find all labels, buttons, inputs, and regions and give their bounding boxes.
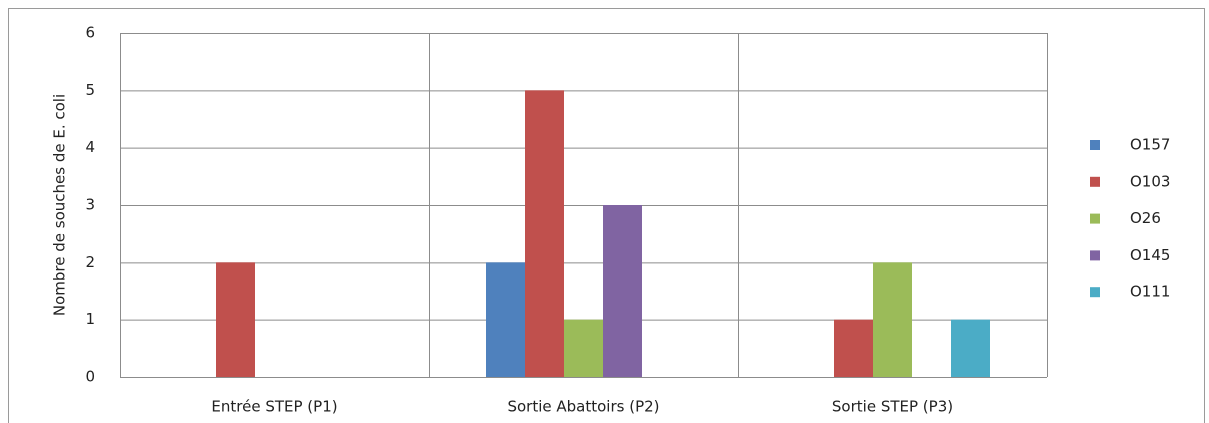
y-tick-label: 1 [85,310,95,328]
y-axis-label: Nombre de souches de E. coli [51,94,69,316]
bar [525,90,564,377]
y-tick-label: 0 [85,368,95,386]
y-tick-label: 2 [85,253,95,271]
legend-label: O157 [1130,136,1170,154]
y-tick-label: 5 [85,81,95,99]
legend-label: O145 [1130,246,1170,264]
legend-swatch [1090,250,1100,261]
legend-swatch [1090,176,1100,187]
bar [834,319,873,377]
bar [216,262,255,377]
legend-label: O111 [1130,283,1170,301]
bar [873,262,912,377]
chart-frame [8,8,1205,423]
legend-swatch [1090,213,1100,224]
legend-label: O26 [1130,209,1161,227]
x-tick-label: Sortie STEP (P3) [832,398,953,416]
bar [603,205,642,377]
x-tick-label: Entrée STEP (P1) [211,398,337,416]
y-tick-label: 3 [85,196,95,214]
x-tick-label: Sortie Abattoirs (P2) [507,398,659,416]
bar [951,319,990,377]
legend-swatch [1090,140,1100,150]
y-tick-label: 6 [85,24,95,42]
y-tick-label: 4 [85,138,95,156]
bar [486,262,525,377]
legend-swatch [1090,287,1100,298]
legend-label: O103 [1130,172,1170,190]
bar [564,319,603,377]
